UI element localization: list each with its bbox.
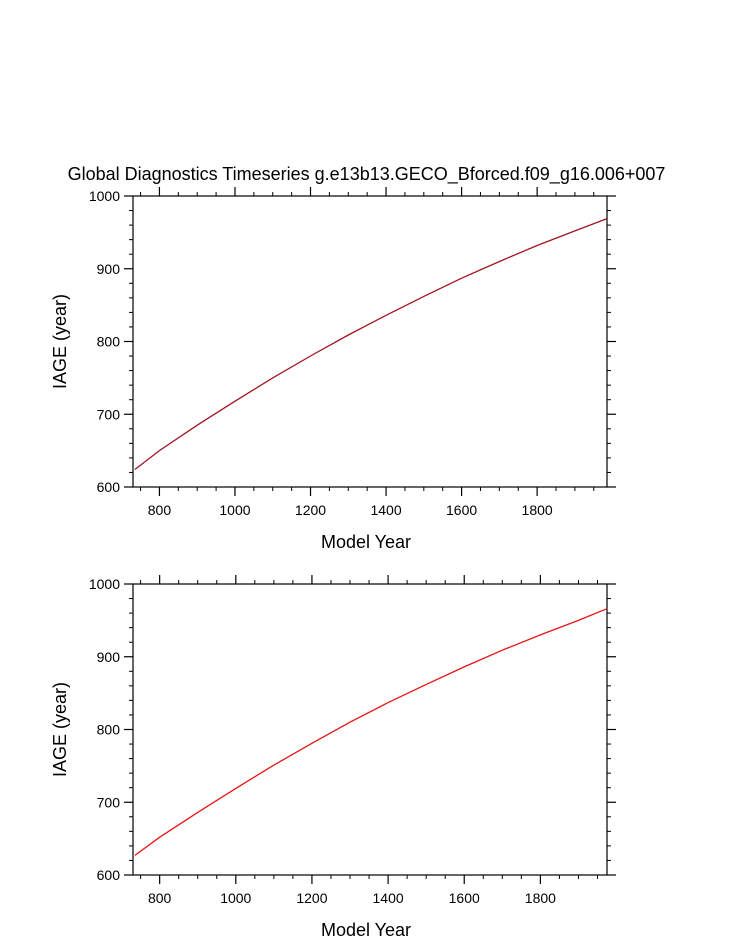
x-tick-label: 1200: [295, 502, 326, 518]
x-tick-label: 1400: [373, 890, 404, 906]
y-tick-label: 1000: [89, 576, 120, 592]
y-tick-label: 600: [97, 867, 121, 883]
x-tick-label: 1000: [219, 502, 250, 518]
y-axis-label: IAGE (year): [50, 294, 70, 389]
x-axis-label: Model Year: [321, 532, 411, 552]
y-tick-label: 800: [97, 722, 121, 738]
x-tick-label: 1400: [370, 502, 401, 518]
x-tick-label: 1200: [296, 890, 327, 906]
x-tick-label: 1600: [449, 890, 480, 906]
y-axis-label: IAGE (year): [50, 682, 70, 777]
y-tick-label: 1000: [89, 188, 120, 204]
y-tick-label: 600: [97, 479, 121, 495]
x-tick-label: 1000: [220, 890, 251, 906]
x-tick-label: 1600: [446, 502, 477, 518]
y-tick-label: 800: [97, 334, 121, 350]
y-tick-label: 700: [97, 406, 121, 422]
bottom-panel: 800 1000 1200 1400 1600 1800 600 700 800 900 1000 M…: [50, 575, 616, 940]
series-line: [134, 217, 608, 471]
y-tick-label: 700: [97, 794, 121, 810]
x-tick-label: 1800: [525, 890, 556, 906]
top-panel: 800 1000 1200 1400 1600 1800 600 700 800 900 1000 M…: [50, 187, 616, 552]
x-tick-label: 1800: [522, 502, 553, 518]
plot-frame: [132, 195, 608, 488]
plot-frame: [132, 583, 608, 876]
figure-title: Global Diagnostics Timeseries g.e13b13.G…: [67, 164, 666, 184]
x-tick-label: 800: [148, 502, 172, 518]
x-axis-label: Model Year: [321, 920, 411, 940]
y-tick-label: 900: [97, 649, 121, 665]
x-tick-label: 800: [148, 890, 172, 906]
series-line: [134, 608, 608, 856]
y-tick-label: 900: [97, 261, 121, 277]
